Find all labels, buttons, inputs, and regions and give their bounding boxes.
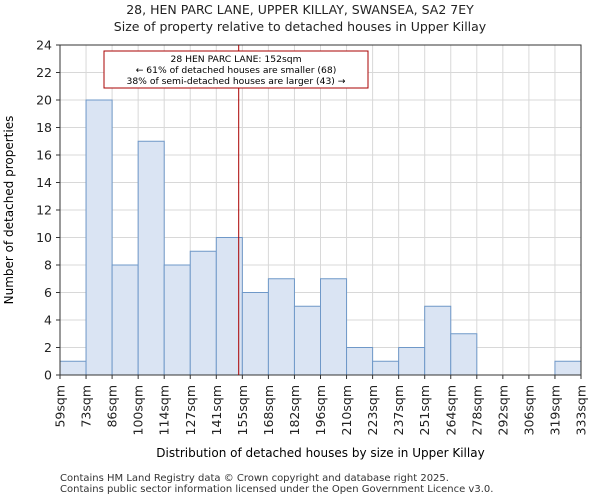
x-tick-label: 278sqm [469, 385, 484, 435]
y-tick-label: 18 [36, 120, 52, 135]
footer-line-2: Contains public sector information licen… [60, 484, 494, 495]
y-tick-label: 2 [44, 340, 52, 355]
y-tick-label: 24 [36, 38, 52, 53]
bar-86sqm [111, 264, 139, 376]
bar-127sqm [189, 250, 217, 376]
bar-182sqm [293, 305, 322, 376]
x-tick-label: 251sqm [417, 385, 432, 435]
x-tick-label: 155sqm [235, 385, 250, 435]
y-tick-label: 14 [36, 175, 52, 190]
bar-59sqm [59, 360, 87, 376]
y-tick-label: 4 [44, 313, 52, 328]
bar-210sqm [346, 347, 374, 376]
y-tick-label: 6 [44, 285, 52, 300]
bar-237sqm [398, 347, 426, 376]
bar-168sqm [267, 278, 295, 376]
x-tick-label: 237sqm [391, 385, 406, 435]
y-tick-label: 0 [44, 368, 52, 383]
annotation-line-2: ← 61% of detached houses are smaller (68… [136, 65, 337, 76]
bar-114sqm [163, 264, 191, 376]
x-axis-label: Distribution of detached houses by size … [156, 446, 484, 460]
chart-title: 28, HEN PARC LANE, UPPER KILLAY, SWANSEA… [126, 2, 474, 17]
x-tick-label: 319sqm [547, 385, 562, 435]
y-tick-label: 8 [44, 258, 52, 273]
x-tick-label: 114sqm [157, 385, 172, 435]
bar-251sqm [424, 305, 452, 376]
bar-155sqm [241, 292, 269, 376]
annotation-line-1: 28 HEN PARC LANE: 152sqm [170, 54, 301, 65]
chart-subtitle: Size of property relative to detached ho… [113, 19, 487, 34]
bar-100sqm [137, 140, 165, 376]
x-tick-label: 127sqm [183, 385, 198, 435]
y-tick-label: 12 [36, 203, 52, 218]
x-ticks: 59sqm 73sqm 86sqm 100sqm 114sqm 127sqm 141sqm 1… [53, 375, 589, 435]
bar-223sqm [372, 360, 400, 376]
x-tick-label: 86sqm [105, 385, 120, 428]
y-axis-label: Number of detached properties [2, 116, 16, 305]
x-tick-label: 292sqm [495, 385, 510, 435]
bar-196sqm [320, 278, 348, 376]
x-tick-label: 141sqm [209, 385, 224, 435]
y-tick-label: 16 [36, 148, 52, 163]
x-tick-label: 73sqm [79, 385, 94, 428]
x-tick-label: 333sqm [574, 385, 589, 435]
x-tick-label: 182sqm [287, 385, 302, 435]
bars [59, 99, 582, 376]
x-tick-label: 100sqm [131, 385, 146, 435]
x-tick-label: 264sqm [443, 385, 458, 435]
bar-264sqm [450, 333, 478, 376]
y-tick-label: 10 [36, 230, 52, 245]
footer-line-1: Contains HM Land Registry data © Crown c… [60, 473, 449, 484]
x-tick-label: 196sqm [313, 385, 328, 435]
x-tick-label: 223sqm [365, 385, 380, 435]
x-tick-label: 59sqm [53, 385, 68, 428]
x-tick-label: 210sqm [339, 385, 354, 435]
annotation-box: 28 HEN PARC LANE: 152sqm ← 61% of detach… [103, 50, 369, 89]
bar-319sqm [554, 360, 582, 376]
y-tick-label: 22 [36, 65, 52, 80]
x-tick-label: 306sqm [521, 385, 536, 435]
x-tick-label: 168sqm [261, 385, 276, 435]
bar-141sqm [215, 237, 243, 376]
y-tick-label: 20 [36, 93, 52, 108]
bar-73sqm [85, 99, 113, 376]
annotation-frame [103, 50, 369, 89]
annotation-line-3: 38% of semi-detached houses are larger (… [126, 76, 345, 87]
